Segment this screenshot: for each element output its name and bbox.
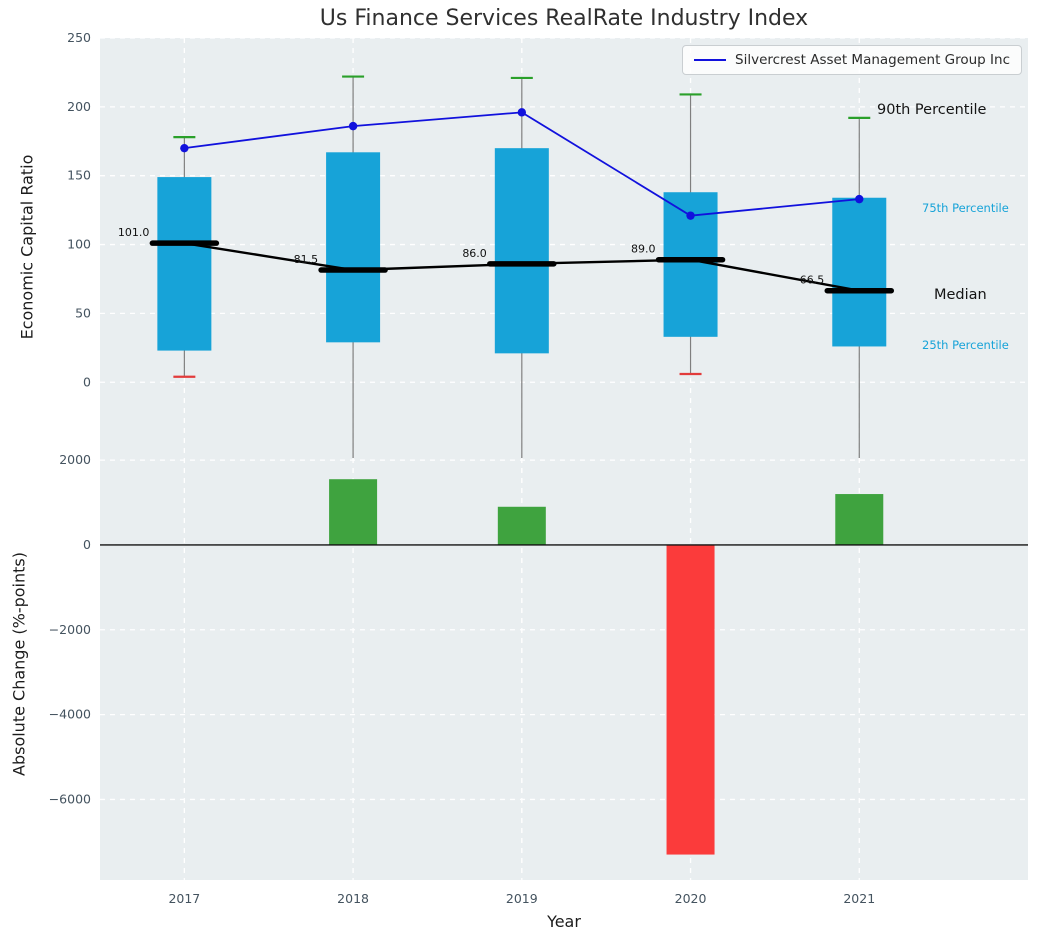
top-y-tick-label: 50 (75, 305, 91, 320)
median-value-label: 86.0 (462, 247, 487, 260)
x-tick-label: 2020 (675, 891, 707, 906)
annotation-90th-percentile: 90th Percentile (877, 102, 987, 118)
chart-title: Us Finance Services RealRate Industry In… (319, 6, 809, 31)
bottom-panel-background (100, 458, 1028, 880)
iqr-box (326, 152, 381, 343)
annotation-median: Median (934, 287, 987, 303)
bottom-y-tick-label: −4000 (49, 707, 91, 722)
median-value-label: 89.0 (631, 243, 656, 256)
x-tick-label: 2019 (506, 891, 538, 906)
x-tick-label: 2021 (843, 891, 875, 906)
legend-label: Silvercrest Asset Management Group Inc (735, 52, 1010, 68)
bottom-y-tick-label: 0 (83, 537, 91, 552)
annotation-75th-percentile: 75th Percentile (922, 201, 1009, 215)
x-axis-label: Year (547, 912, 581, 931)
iqr-box (494, 148, 549, 354)
median-value-label: 81.5 (294, 253, 319, 266)
company-series-point (517, 108, 527, 117)
median-value-label: 66.5 (800, 274, 825, 287)
top-y-tick-label: 100 (67, 237, 91, 252)
top-y-axis-label: Economic Capital Ratio (17, 154, 37, 340)
change-bar-positive (835, 494, 884, 545)
top-y-tick-label: 200 (67, 99, 91, 114)
top-y-tick-label: 250 (67, 30, 91, 45)
bottom-y-tick-label: −6000 (49, 791, 91, 806)
median-value-label: 101.0 (118, 226, 150, 239)
legend: Silvercrest Asset Management Group Inc (682, 45, 1022, 75)
annotation-25th-percentile: 25th Percentile (922, 338, 1009, 352)
iqr-box (832, 197, 887, 347)
change-bar-positive (497, 506, 546, 545)
top-panel-background (100, 38, 1028, 458)
x-tick-label: 2018 (337, 891, 369, 906)
change-bar-negative (666, 544, 715, 855)
legend-line-sample (694, 59, 727, 61)
bottom-y-tick-label: −2000 (49, 622, 91, 637)
company-series-point (348, 121, 358, 131)
x-tick-label: 2017 (168, 891, 200, 906)
company-series-point (855, 194, 864, 204)
iqr-box (157, 177, 212, 351)
change-bar-positive (329, 479, 378, 545)
company-series-point (180, 143, 189, 153)
top-y-tick-label: 150 (67, 168, 91, 183)
bottom-y-tick-label: 2000 (59, 452, 91, 467)
company-series-point (686, 211, 695, 220)
top-y-tick-label: 0 (83, 374, 91, 389)
bottom-y-axis-label: Absolute Change (%-points) (9, 552, 29, 776)
